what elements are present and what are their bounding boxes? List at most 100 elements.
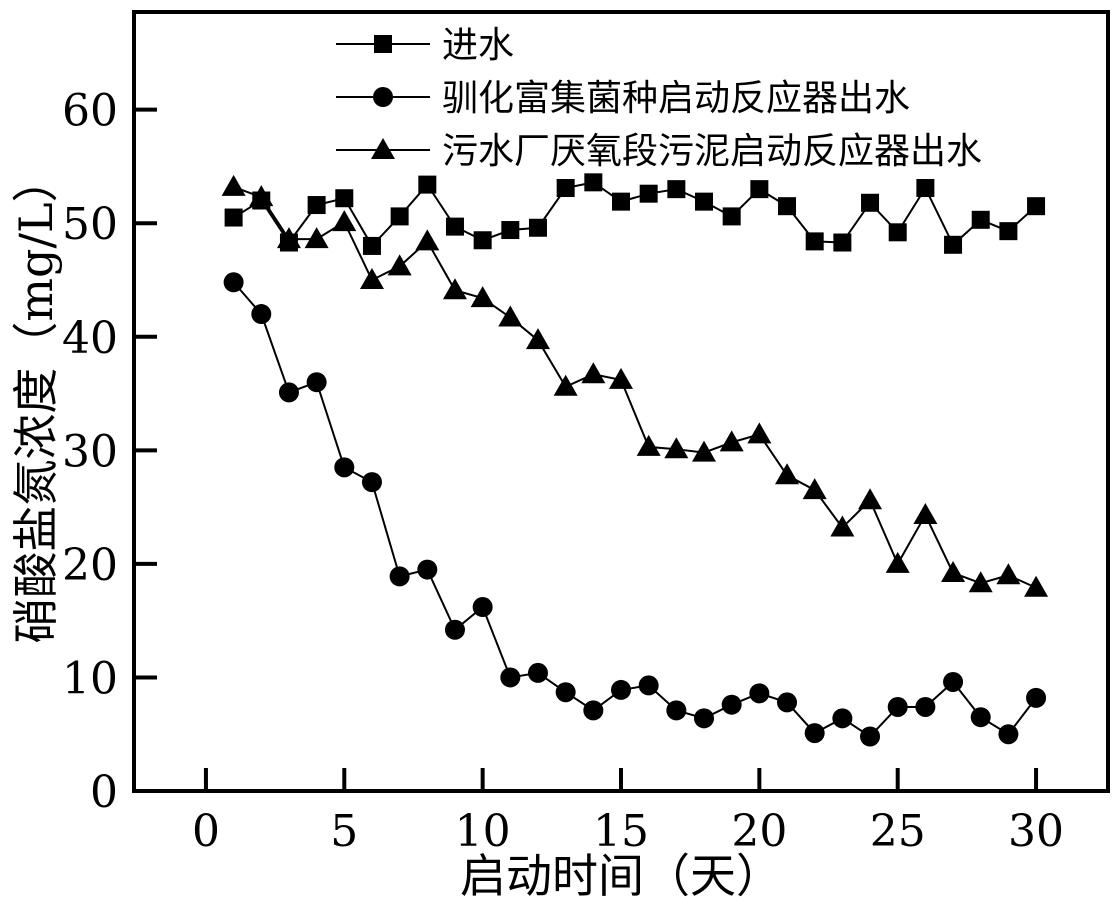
triangle-marker	[885, 551, 910, 573]
legend-item: 驯化富集菌种启动反应器出水	[336, 78, 910, 119]
square-marker	[999, 222, 1018, 241]
circle-marker	[583, 700, 604, 721]
circle-marker	[694, 708, 715, 729]
circle-marker	[915, 696, 936, 717]
legend-circle-marker	[373, 87, 393, 107]
x-tick-label: 25	[870, 806, 926, 857]
x-tick-label: 20	[731, 806, 787, 857]
square-marker	[1027, 197, 1046, 216]
triangle-marker	[1024, 575, 1049, 597]
legend-label: 驯化富集菌种启动反应器出水	[442, 78, 910, 119]
triangle-marker	[415, 229, 440, 251]
circle-marker	[334, 457, 355, 478]
triangle-marker	[609, 367, 633, 389]
square-marker	[307, 196, 326, 215]
triangle-marker	[553, 374, 578, 396]
square-marker	[888, 223, 907, 242]
x-tick-label: 0	[192, 806, 220, 857]
circle-marker	[444, 619, 465, 640]
legend-label: 进水	[442, 25, 514, 66]
circle-marker	[472, 597, 493, 618]
triangle-marker	[664, 437, 689, 459]
triangle-marker	[249, 185, 274, 207]
triangle-marker	[747, 422, 772, 444]
triangle-marker	[359, 267, 384, 289]
x-axis-label: 启动时间（天）	[460, 849, 782, 903]
legend-square-marker	[374, 35, 392, 53]
legend-label: 污水厂厌氧段污泥启动反应器出水	[442, 131, 982, 172]
legend-item: 进水	[336, 25, 514, 66]
square-marker	[473, 231, 492, 250]
y-tick-label: 30	[62, 426, 118, 477]
circle-marker	[749, 683, 770, 704]
square-marker	[695, 192, 714, 211]
circle-marker	[721, 694, 742, 715]
square-marker	[805, 232, 824, 251]
square-marker	[750, 180, 769, 199]
square-marker	[944, 235, 963, 254]
circle-marker	[389, 566, 410, 587]
triangle-marker	[968, 571, 993, 593]
series-line-circle	[232, 281, 1037, 738]
square-marker	[916, 179, 935, 198]
y-tick-label: 10	[62, 653, 118, 704]
y-tick-label: 60	[62, 86, 118, 137]
circle-marker	[887, 696, 908, 717]
triangle-marker	[525, 328, 550, 350]
triangle-marker	[442, 278, 467, 300]
square-marker	[224, 208, 243, 227]
circle-marker	[500, 667, 521, 688]
square-marker	[861, 193, 880, 212]
circle-marker	[555, 682, 576, 703]
x-tick-label: 10	[455, 806, 511, 857]
y-tick-label: 0	[90, 767, 118, 818]
square-marker	[971, 210, 990, 229]
triangle-marker	[636, 434, 661, 456]
triangle-marker	[221, 174, 246, 196]
circle-marker	[306, 372, 327, 393]
square-marker	[639, 184, 658, 203]
circle-marker	[278, 382, 299, 403]
circle-marker	[860, 726, 881, 747]
square-marker	[556, 179, 575, 198]
triangle-marker	[830, 515, 855, 537]
series-line-triangle	[233, 185, 1037, 589]
square-marker	[833, 233, 852, 252]
circle-marker	[638, 675, 659, 696]
series-circle	[223, 272, 1047, 747]
square-marker	[584, 173, 603, 192]
triangle-marker	[332, 210, 357, 232]
circle-marker	[223, 272, 244, 293]
triangle-marker	[304, 227, 329, 249]
triangle-marker	[387, 254, 412, 276]
circle-marker	[666, 700, 687, 721]
circle-marker	[804, 723, 825, 744]
square-marker	[418, 175, 437, 194]
x-tick-label: 30	[1008, 806, 1064, 857]
triangle-marker	[775, 463, 800, 485]
legend-triangle-marker	[371, 138, 395, 159]
square-marker	[390, 207, 409, 226]
y-axis: 0 10 20 30 40 50 60	[62, 86, 157, 818]
circle-marker	[832, 708, 853, 729]
y-tick-label: 20	[62, 540, 118, 591]
square-marker	[362, 236, 381, 255]
triangle-marker	[276, 227, 301, 249]
square-marker	[778, 197, 797, 216]
triangle-marker	[498, 305, 523, 327]
triangle-marker	[941, 560, 966, 582]
x-axis: 0 5 10 15 20 25 30	[192, 768, 1064, 857]
series-square	[224, 173, 1046, 255]
triangle-marker	[470, 286, 495, 308]
x-tick-label: 15	[593, 806, 649, 857]
triangle-marker	[996, 563, 1021, 585]
circle-marker	[251, 304, 272, 325]
triangle-marker	[692, 440, 717, 462]
circle-marker	[361, 472, 382, 493]
circle-marker	[777, 692, 798, 713]
triangle-marker	[719, 430, 744, 452]
circle-marker	[611, 679, 631, 700]
y-tick-label: 40	[62, 313, 118, 364]
square-marker	[528, 218, 547, 237]
